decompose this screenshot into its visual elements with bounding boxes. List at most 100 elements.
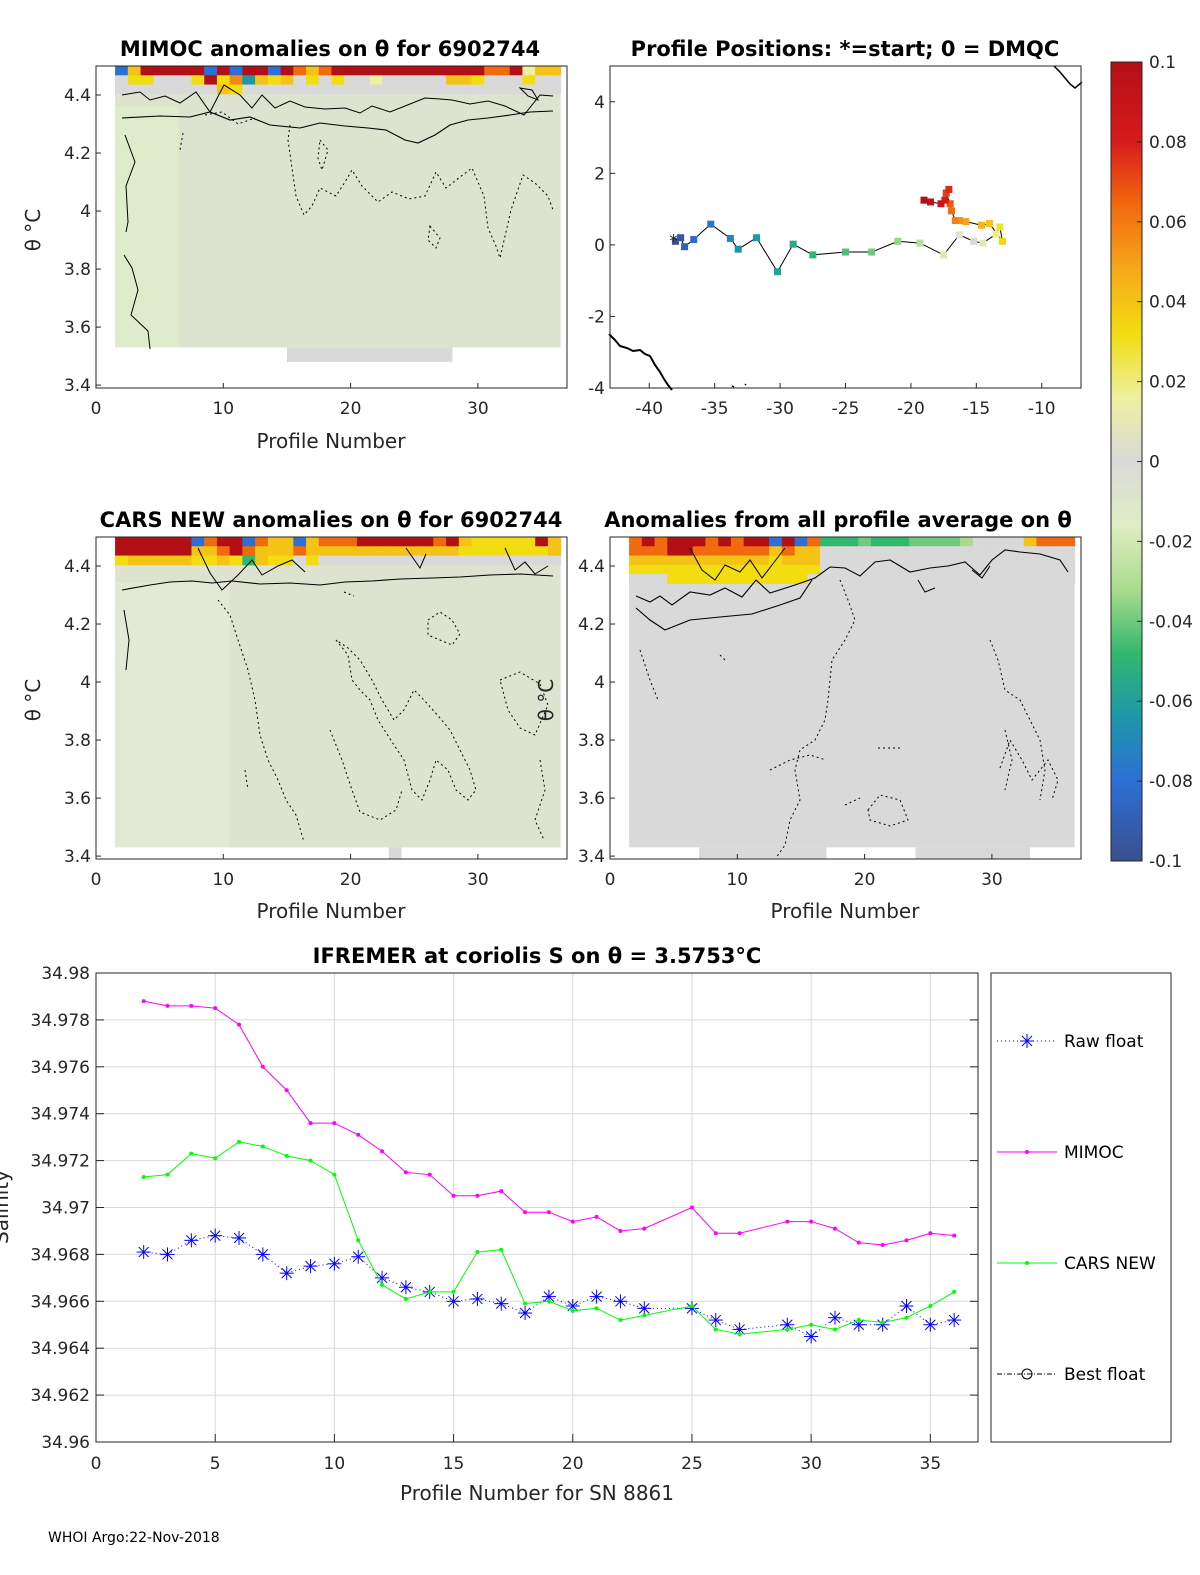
raw-float-point	[375, 1270, 390, 1285]
cars-cell	[547, 555, 562, 566]
legend-raw-label: Raw float	[1064, 1032, 1144, 1052]
mimoc-ytick-label: 4.2	[64, 144, 91, 164]
mimoc-point	[523, 1210, 528, 1215]
cars-cell	[280, 537, 294, 547]
cars-cell	[306, 546, 320, 557]
allprof-cell	[667, 537, 681, 547]
allprof-cell	[909, 555, 923, 566]
allprof-cell	[934, 564, 948, 575]
allprof-cell	[921, 564, 936, 575]
allprof-cell	[998, 537, 1012, 547]
allprof-extra-cells	[699, 847, 827, 859]
profile-marker	[671, 237, 679, 245]
allprof-cell	[845, 546, 859, 557]
cars-cell	[216, 555, 231, 566]
allprof-ytick-label: 4.2	[578, 615, 605, 635]
raw-float-point	[780, 1317, 795, 1332]
mimoc-point	[356, 1132, 361, 1137]
cars-cell	[382, 555, 396, 566]
cars-axes-frame	[95, 536, 568, 860]
mimoc-cell	[547, 84, 562, 95]
mimoc-cell	[115, 66, 129, 76]
profile-marker	[927, 198, 935, 206]
mimoc-point	[713, 1231, 718, 1236]
mimoc-cell	[382, 75, 396, 86]
raw-float-point	[208, 1228, 223, 1243]
cars-cell	[331, 555, 345, 566]
allprof-cell	[1023, 564, 1037, 575]
mimoc-ytick-label: 3.4	[64, 376, 91, 396]
cars-cell	[242, 546, 256, 557]
profile-marker	[773, 268, 781, 276]
profile-marker	[940, 251, 948, 259]
positions-x-ticks: -40 -35 -30 -25 -20 -15 -10	[635, 383, 1056, 419]
mimoc-point	[546, 1210, 551, 1215]
cars-cell	[382, 537, 396, 547]
allprof-cell	[807, 555, 821, 566]
mimoc-cell	[280, 75, 294, 86]
positions-y-ticks: -4 -2 0 2 4	[588, 93, 615, 399]
allprof-cell	[960, 574, 974, 584]
cars-xtick-label: 10	[212, 870, 234, 890]
mimoc-point	[237, 1022, 242, 1027]
allprof-cell	[1023, 574, 1037, 584]
allprof-cell	[680, 564, 694, 575]
allprof-cell	[705, 537, 719, 547]
cars-cell	[484, 546, 498, 557]
mimoc-cell	[306, 84, 320, 95]
colorbar-gradient	[1110, 61, 1143, 862]
allprof-cell	[654, 537, 668, 547]
allprof-cell	[807, 537, 821, 547]
profile-marker	[945, 185, 953, 193]
cars-cell	[369, 555, 383, 566]
allprof-cell	[947, 537, 961, 547]
mimoc-cell	[420, 84, 434, 95]
allprof-cell	[781, 555, 796, 566]
allprof-cell	[769, 574, 783, 584]
mimoc-cell	[535, 84, 549, 95]
profile-marker	[894, 237, 902, 245]
allprof-cell	[794, 537, 808, 547]
mimoc-point	[499, 1189, 504, 1194]
cars-new-point	[308, 1158, 313, 1163]
cars-cell	[229, 555, 243, 566]
mimoc-cell	[369, 75, 383, 86]
mimoc-point	[284, 1088, 289, 1093]
mimoc-ytick-label: 4.4	[64, 86, 91, 106]
salinity-ytick-label: 34.976	[31, 1058, 90, 1078]
salinity-ytick-label: 34.98	[41, 964, 90, 984]
raw-float-point	[255, 1247, 270, 1262]
allprof-cell	[972, 546, 987, 557]
cars-new-point	[928, 1303, 933, 1308]
cars-cell	[166, 555, 180, 566]
allprof-cell	[718, 564, 732, 575]
cars-new-point	[570, 1308, 575, 1313]
allprof-cell	[705, 574, 719, 584]
allprof-cell	[934, 555, 948, 566]
allprof-cell	[909, 574, 923, 584]
salinity-ytick-label: 34.968	[31, 1245, 90, 1265]
allprof-cell	[654, 564, 668, 575]
cars-cell	[140, 537, 154, 547]
allprof-cell	[667, 546, 681, 557]
cars-cell	[229, 546, 243, 557]
cars-cell	[458, 546, 473, 557]
allprof-cell	[858, 574, 872, 584]
allprof-cell	[1036, 546, 1050, 557]
allprof-cell	[985, 537, 999, 547]
footer-credit: WHOI Argo:22-Nov-2018	[48, 1530, 220, 1546]
mimoc-cell	[153, 75, 167, 86]
legend-box	[990, 972, 1172, 1443]
cars-cell	[344, 537, 358, 547]
mimoc-cell	[166, 66, 180, 76]
cars-ytick-label: 4.4	[64, 557, 91, 577]
raw-float-point	[875, 1317, 890, 1332]
allprof-cell	[896, 574, 910, 584]
cars-cell	[140, 546, 154, 557]
legend-best-circle-icon	[1021, 1368, 1033, 1380]
mimoc-point	[642, 1226, 647, 1231]
allprof-cell	[1036, 564, 1050, 575]
allprof-cell	[972, 574, 987, 584]
cars-cell	[458, 537, 473, 547]
mimoc-cell	[446, 84, 460, 95]
